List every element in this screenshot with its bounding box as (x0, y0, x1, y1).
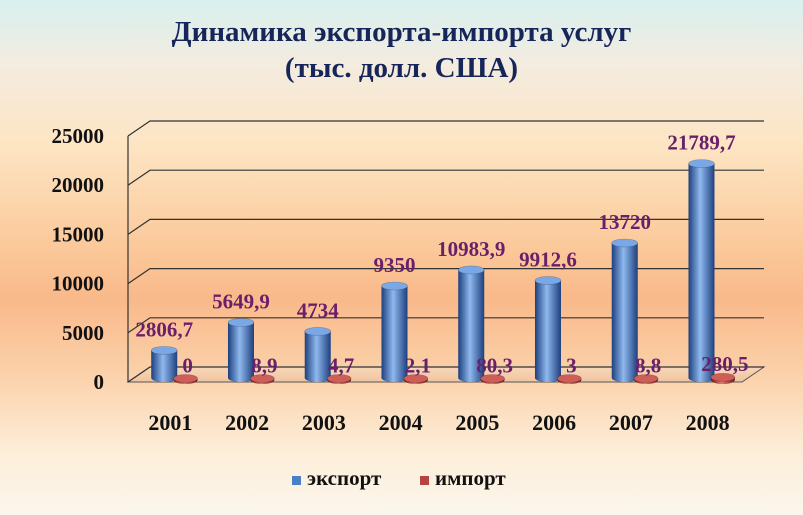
data-label-export: 5649,9 (212, 289, 270, 313)
data-label-import: 2,1 (405, 354, 431, 378)
legend: экспорт импорт (292, 466, 506, 490)
x-tick-label: 2002 (225, 410, 269, 435)
data-label-export: 21789,7 (667, 131, 735, 155)
bar-import (710, 372, 736, 384)
data-label-export: 9350 (373, 253, 415, 277)
bar-export (457, 265, 485, 382)
data-label-import: 8,9 (251, 354, 277, 378)
data-label-export: 13720 (598, 210, 651, 234)
bar-import (326, 374, 352, 384)
bar-import (557, 374, 582, 384)
bar-export (150, 346, 178, 382)
chart-subtitle: (тыс. долл. США) (284, 52, 519, 84)
x-tick-label: 2006 (532, 410, 576, 435)
x-tick-label: 2008 (686, 410, 730, 435)
y-tick-label: 15000 (52, 222, 105, 246)
y-tick-label: 0 (94, 370, 105, 394)
bar-import (403, 374, 429, 384)
bar-import (173, 374, 198, 384)
data-label-export: 9912,6 (519, 247, 577, 271)
legend-label-import: импорт (435, 466, 506, 490)
bar-export (611, 238, 639, 382)
y-tick-label: 10000 (52, 272, 105, 296)
legend-label-export: экспорт (307, 466, 382, 490)
y-tick-label: 25000 (52, 124, 105, 148)
gridline (127, 169, 764, 186)
bar-export (304, 327, 332, 382)
bar-import (480, 374, 505, 384)
data-label-import: 0 (182, 354, 193, 378)
x-tick-label: 2005 (455, 410, 499, 435)
gridline (127, 317, 764, 334)
gridline (127, 268, 764, 285)
data-label-import: 4,7 (328, 354, 354, 378)
data-label-export: 2806,7 (135, 317, 193, 341)
gridline (127, 218, 764, 235)
chart-floor (126, 366, 766, 383)
data-label-import: 8,8 (635, 354, 661, 378)
bar-export (688, 159, 715, 382)
data-label-import: 280,5 (701, 352, 748, 376)
bar-export (534, 276, 562, 382)
bar-export (227, 318, 255, 382)
legend-swatch-import (420, 476, 429, 485)
bar-export (381, 281, 408, 382)
chart-title: Динамика экспорта-импорта услуг (171, 16, 632, 48)
legend-swatch-export (292, 476, 301, 485)
x-tick-label: 2007 (609, 410, 653, 435)
bar-import (250, 374, 275, 384)
data-label-export: 4734 (297, 298, 340, 322)
x-tick-label: 2001 (148, 410, 192, 435)
y-tick-label: 20000 (52, 173, 105, 197)
data-label-import: 80,3 (476, 354, 513, 378)
y-tick-label: 5000 (62, 321, 104, 345)
bar-import (633, 374, 659, 384)
x-tick-label: 2003 (302, 410, 346, 435)
data-label-export: 10983,9 (437, 237, 505, 261)
data-label-import: 3 (566, 354, 577, 378)
x-tick-label: 2004 (379, 410, 423, 435)
gridline (127, 120, 764, 137)
